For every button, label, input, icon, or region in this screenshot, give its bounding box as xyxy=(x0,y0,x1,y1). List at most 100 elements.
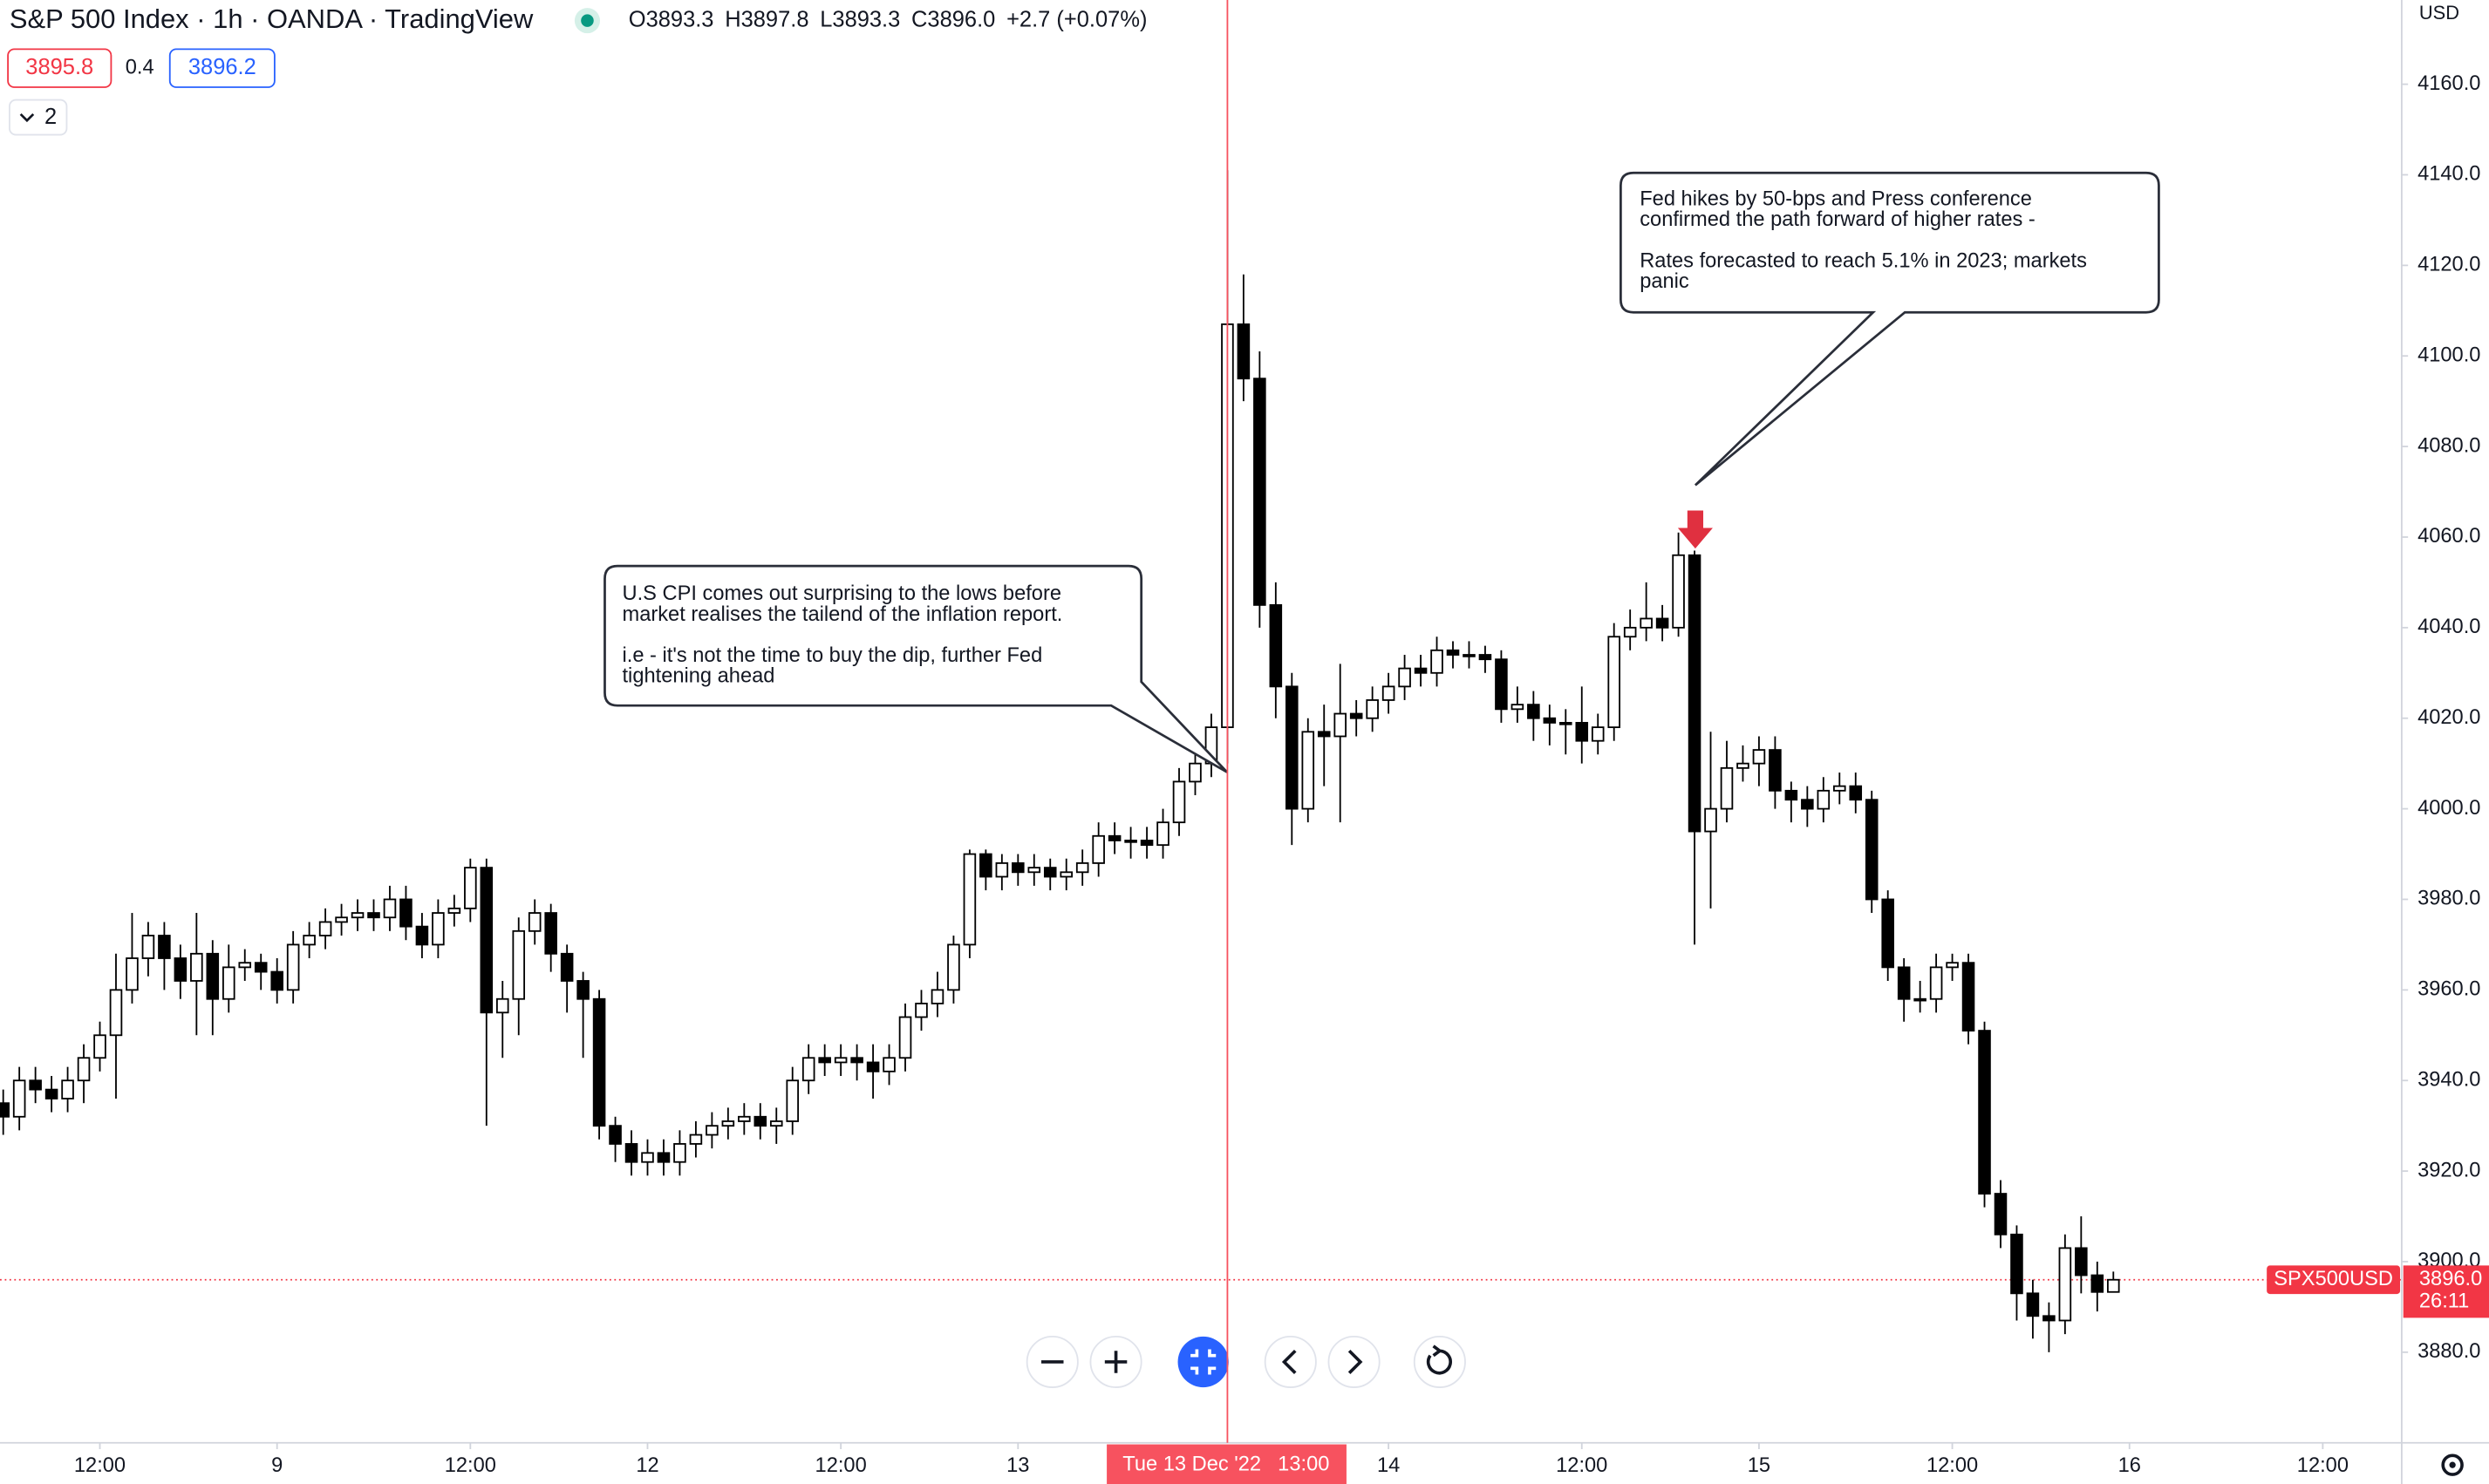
button xyxy=(1177,1336,1229,1388)
candle-body xyxy=(109,989,123,1037)
callout-box[interactable] xyxy=(1620,171,2160,487)
x-tick-label: 12:00 xyxy=(1556,1454,1607,1477)
candle-body xyxy=(1849,785,1863,801)
ohlc-value: +2.7 (+0.07%) xyxy=(1006,7,1147,31)
candle-body xyxy=(480,867,494,1014)
symbol-label: SPX500USD xyxy=(2274,1268,2393,1290)
candle-body xyxy=(29,1079,42,1091)
zoom-out[interactable] xyxy=(1026,1335,1079,1388)
candle-body xyxy=(93,1034,106,1059)
candle-body xyxy=(1623,626,1637,638)
candle-body xyxy=(2010,1233,2023,1295)
x-tick-label: 12:00 xyxy=(445,1454,496,1477)
x-tick-label: 12:00 xyxy=(1926,1454,1978,1477)
x-tick-label: 12:00 xyxy=(74,1454,126,1477)
price-label: 3896.0 xyxy=(2419,1268,2482,1290)
symbol-label-box xyxy=(2267,1265,2401,1295)
candle-body xyxy=(206,952,220,1000)
scroll-left[interactable] xyxy=(1264,1335,1317,1388)
indicators-toggle[interactable] xyxy=(9,99,68,136)
x-tick-label: 9 xyxy=(271,1454,283,1477)
candle-body xyxy=(1946,962,1959,969)
candle-body xyxy=(1156,821,1169,847)
crosshair-time-box xyxy=(1107,1444,1347,1484)
button xyxy=(1327,1335,1381,1388)
candle-body xyxy=(1688,554,1701,833)
candle-body xyxy=(1172,780,1186,824)
candle-body xyxy=(706,1125,719,1136)
candle-body xyxy=(1253,378,1266,606)
candle-body xyxy=(464,867,477,909)
symbol-title: S&P 500 Index · 1h · OANDA · TradingView xyxy=(10,3,534,34)
candle-body xyxy=(77,1057,91,1082)
candle-body xyxy=(786,1079,800,1122)
x-tick-label: 12:00 xyxy=(815,1454,867,1477)
candle-body xyxy=(1833,785,1846,792)
candle-body xyxy=(286,943,300,991)
y-tick-label: 3920.0 xyxy=(2417,1159,2480,1181)
zoom-in[interactable] xyxy=(1089,1335,1142,1388)
candle-body xyxy=(158,935,171,959)
candle-body xyxy=(1881,898,1894,969)
x-tick-label: 15 xyxy=(1748,1454,1770,1477)
candle-body xyxy=(1640,617,1653,629)
candle-body xyxy=(834,1057,848,1064)
candle-body xyxy=(947,943,960,991)
candle-body xyxy=(624,1143,638,1163)
candle-body xyxy=(931,989,944,1004)
icon xyxy=(1347,1349,1363,1374)
y-tick-label: 4060.0 xyxy=(2417,525,2480,548)
sell-button[interactable] xyxy=(7,48,113,88)
callout-texts: U.S CPI comes out surprising to the lows… xyxy=(623,187,2087,687)
candle-body xyxy=(850,1057,863,1064)
candle-body xyxy=(1027,867,1041,874)
spread: 0.4 xyxy=(126,56,154,78)
button xyxy=(1413,1335,1466,1388)
currency[interactable]: USD xyxy=(2419,2,2459,24)
y-tick-label: 3940.0 xyxy=(2417,1068,2480,1091)
scroll-right[interactable] xyxy=(1327,1335,1381,1388)
reset-chart[interactable] xyxy=(1413,1335,1466,1388)
candle-body xyxy=(979,853,992,878)
countdown: 26:11 xyxy=(2419,1290,2469,1312)
candle-body xyxy=(995,862,1009,878)
x-tick-label: 14 xyxy=(1377,1454,1400,1477)
candle-body xyxy=(61,1079,74,1099)
candle-body xyxy=(609,1125,622,1145)
candle-body xyxy=(1060,871,1074,878)
candle-body xyxy=(1333,712,1347,738)
reset-scale[interactable] xyxy=(1177,1336,1229,1388)
callout-text: market realises the tailend of the infla… xyxy=(623,603,1063,626)
down-arrow[interactable] xyxy=(1677,510,1713,549)
y-tick-label: 3960.0 xyxy=(2417,978,2480,1001)
candle-body xyxy=(528,912,542,932)
candle-body xyxy=(303,935,316,946)
candle-body xyxy=(866,1061,880,1072)
settings[interactable] xyxy=(2441,1453,2464,1476)
buy-button[interactable] xyxy=(168,48,276,88)
candle-body xyxy=(1769,749,1782,792)
candle-body xyxy=(657,1152,671,1163)
candle-body xyxy=(1591,726,1605,742)
x-tick-label: 12 xyxy=(636,1454,658,1477)
y-tick-label: 4040.0 xyxy=(2417,616,2480,638)
candle-body xyxy=(818,1057,831,1064)
icon xyxy=(1190,1349,1217,1375)
crosshair-date: Tue 13 Dec '22 xyxy=(1122,1453,1261,1475)
candle-body xyxy=(1237,323,1251,380)
candle-body xyxy=(1381,685,1395,701)
candle-body xyxy=(1527,704,1540,719)
candle-body xyxy=(2042,1315,2056,1322)
candle-body xyxy=(1012,862,1025,874)
ohlc-value: C3896.0 xyxy=(911,7,995,31)
candle-body xyxy=(2075,1247,2088,1276)
candle-body xyxy=(689,1133,703,1145)
callout-text: U.S CPI comes out surprising to the lows… xyxy=(623,582,1061,605)
candle-body xyxy=(1961,962,1975,1032)
callout-box[interactable] xyxy=(603,564,1228,773)
candle-body xyxy=(721,1120,735,1127)
candle-body xyxy=(1092,834,1105,864)
candle-body xyxy=(270,970,283,991)
price-label-box xyxy=(2403,1265,2489,1318)
candle-body xyxy=(351,912,365,919)
